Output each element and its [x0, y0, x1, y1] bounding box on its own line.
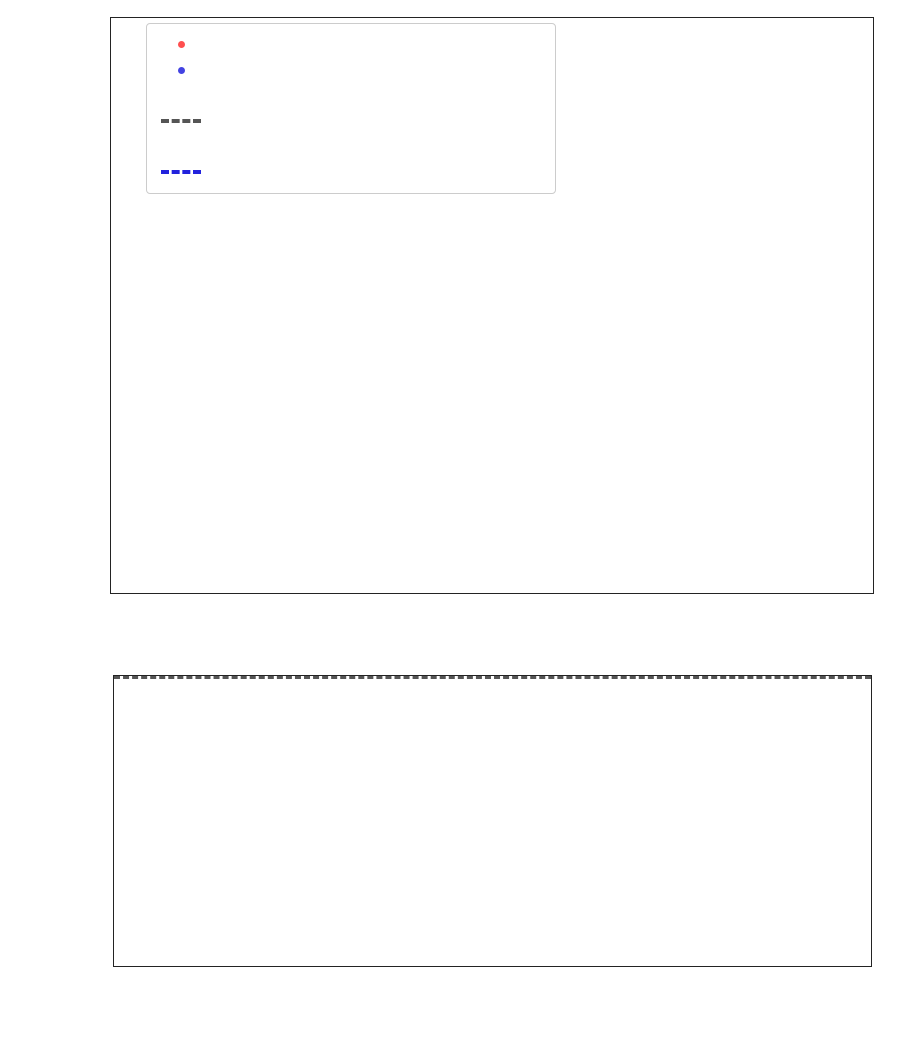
- vignetting-model-curve: [114, 676, 871, 966]
- fit-residuals-plot: [113, 675, 872, 967]
- magnitude-calibration-plot: [110, 17, 874, 594]
- legend-entry-platepar: [158, 83, 544, 159]
- legend-entry-fit: [158, 159, 544, 185]
- legend: [146, 23, 556, 194]
- legend-marker-raw-dot-icon: [158, 40, 204, 48]
- legend-marker-fit-dashed-line-icon: [158, 170, 204, 174]
- zero-residual-line: [114, 676, 871, 679]
- legend-entry-raw: [158, 31, 544, 57]
- legend-marker-corrected-dot-icon: [158, 66, 204, 74]
- legend-marker-platepar-dashed-line-icon: [158, 119, 204, 123]
- legend-entry-corrected: [158, 57, 544, 83]
